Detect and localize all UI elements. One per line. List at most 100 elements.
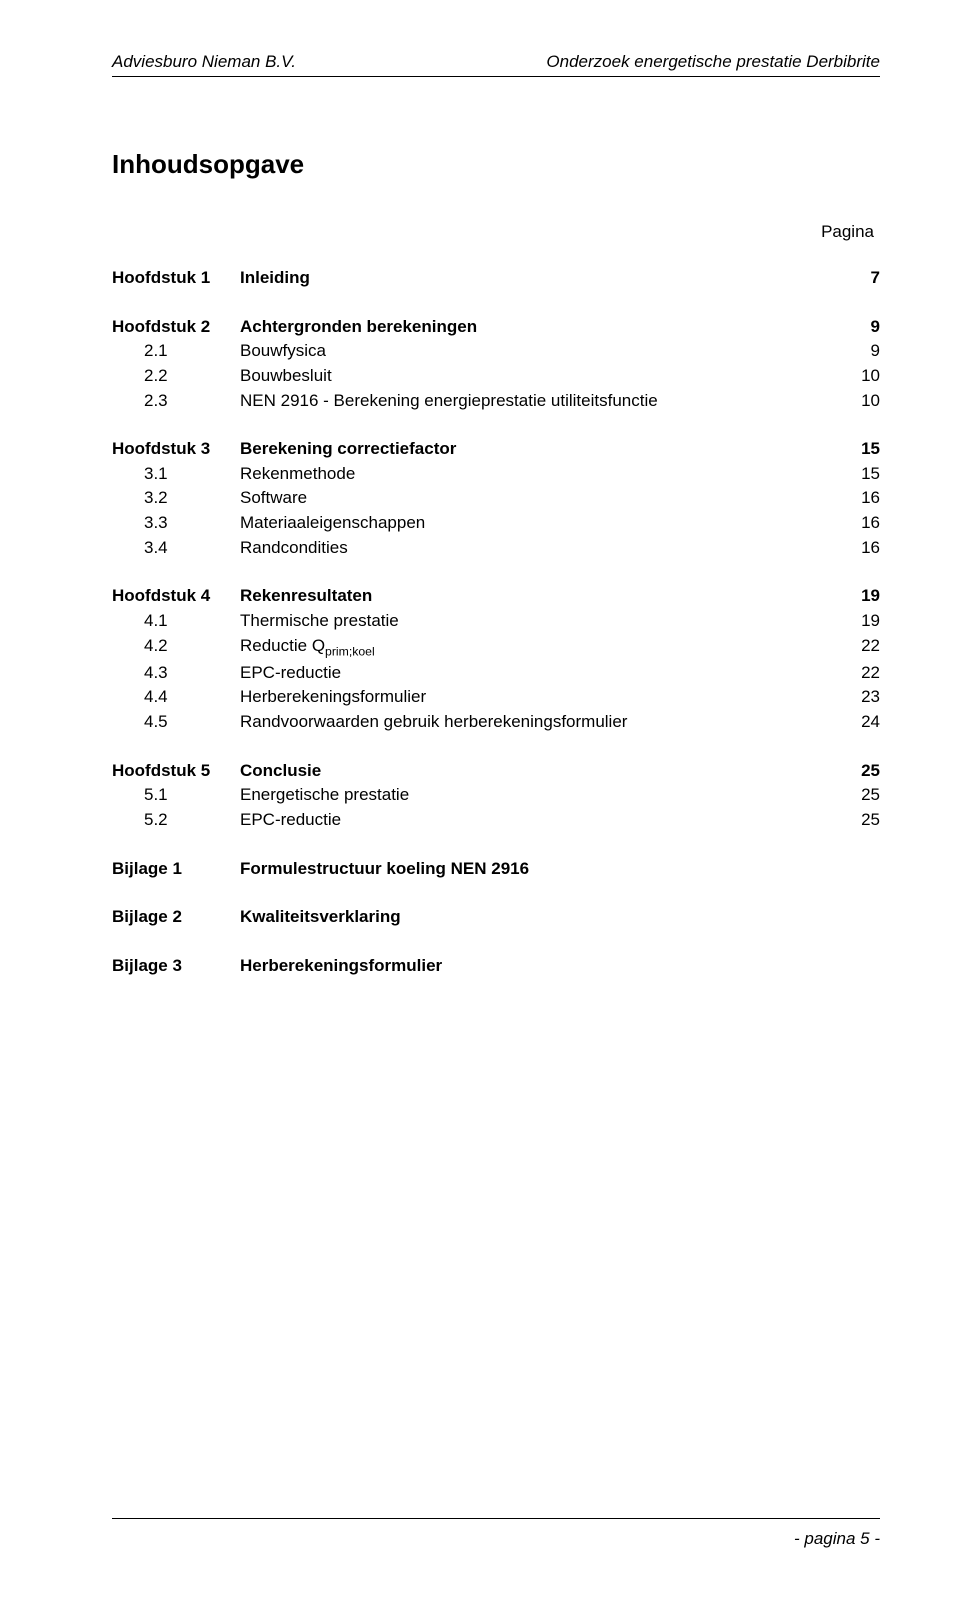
toc-sub-row: 2.1Bouwfysica9 bbox=[112, 339, 880, 364]
toc-label: Software bbox=[240, 486, 832, 511]
toc-page: 22 bbox=[832, 661, 880, 686]
pagina-column-label: Pagina bbox=[112, 222, 880, 242]
toc-sub-row: 4.5Randvoorwaarden gebruik herberekening… bbox=[112, 710, 880, 735]
toc-page: 9 bbox=[832, 339, 880, 364]
toc-sub-row: 2.3NEN 2916 - Berekening energieprestati… bbox=[112, 389, 880, 414]
toc-label: Inleiding bbox=[240, 266, 832, 291]
table-of-contents: Hoofdstuk 1Inleiding7 Hoofdstuk 2Achtergr… bbox=[112, 266, 880, 979]
toc-chapter-row: Hoofdstuk 3Berekening correctiefactor15 bbox=[112, 437, 880, 462]
toc-label: Bouwbesluit bbox=[240, 364, 832, 389]
header-left: Adviesburo Nieman B.V. bbox=[112, 52, 296, 72]
toc-chapter-row: Hoofdstuk 2Achtergronden berekeningen9 bbox=[112, 315, 880, 340]
toc-chapter-row: Hoofdstuk 4Rekenresultaten19 bbox=[112, 584, 880, 609]
toc-number: Hoofdstuk 3 bbox=[112, 437, 240, 462]
toc-chapter-row: Bijlage 2Kwaliteitsverklaring bbox=[112, 905, 880, 930]
toc-label: Herberekeningsformulier bbox=[240, 685, 832, 710]
toc-label: Kwaliteitsverklaring bbox=[240, 905, 832, 930]
toc-label: Achtergronden berekeningen bbox=[240, 315, 832, 340]
toc-chapter-row: Hoofdstuk 1Inleiding7 bbox=[112, 266, 880, 291]
toc-page: 16 bbox=[832, 486, 880, 511]
toc-page: 25 bbox=[832, 808, 880, 833]
toc-number: Bijlage 1 bbox=[112, 857, 240, 882]
toc-block: Hoofdstuk 1Inleiding7 bbox=[112, 266, 880, 291]
header-rule bbox=[112, 76, 880, 77]
toc-chapter-row: Hoofdstuk 5Conclusie25 bbox=[112, 759, 880, 784]
toc-label: Randcondities bbox=[240, 536, 832, 561]
toc-chapter-row: Bijlage 3Herberekeningsformulier bbox=[112, 954, 880, 979]
toc-sub-row: 3.2Software16 bbox=[112, 486, 880, 511]
toc-page: 15 bbox=[832, 462, 880, 487]
bijlage-block: Bijlage 1Formulestructuur koeling NEN 29… bbox=[112, 857, 880, 979]
toc-number: 3.3 bbox=[112, 511, 240, 536]
toc-number: 4.1 bbox=[112, 609, 240, 634]
toc-number: 3.1 bbox=[112, 462, 240, 487]
toc-page: 25 bbox=[832, 759, 880, 784]
toc-number: Bijlage 2 bbox=[112, 905, 240, 930]
toc-number: 3.2 bbox=[112, 486, 240, 511]
toc-sub-row: 5.1Energetische prestatie25 bbox=[112, 783, 880, 808]
toc-number: 5.1 bbox=[112, 783, 240, 808]
toc-label: Berekening correctiefactor bbox=[240, 437, 832, 462]
toc-label: Reductie Qprim;koel bbox=[240, 634, 832, 661]
page-title: Inhoudsopgave bbox=[112, 149, 880, 180]
footer-page-number: - pagina 5 - bbox=[794, 1529, 880, 1549]
toc-number: 2.3 bbox=[112, 389, 240, 414]
toc-number: 2.1 bbox=[112, 339, 240, 364]
toc-block: Hoofdstuk 2Achtergronden berekeningen92.… bbox=[112, 315, 880, 414]
toc-label: Herberekeningsformulier bbox=[240, 954, 832, 979]
footer-rule bbox=[112, 1518, 880, 1519]
toc-sub-row: 4.2Reductie Qprim;koel22 bbox=[112, 634, 880, 661]
page: Adviesburo Nieman B.V. Onderzoek energet… bbox=[0, 0, 960, 1597]
header-right: Onderzoek energetische prestatie Derbibr… bbox=[546, 52, 880, 72]
toc-number: Hoofdstuk 4 bbox=[112, 584, 240, 609]
toc-number: 3.4 bbox=[112, 536, 240, 561]
toc-label: Thermische prestatie bbox=[240, 609, 832, 634]
toc-sub-row: 4.1Thermische prestatie19 bbox=[112, 609, 880, 634]
toc-number: 4.3 bbox=[112, 661, 240, 686]
toc-sub-row: 4.3EPC-reductie22 bbox=[112, 661, 880, 686]
toc-label: EPC-reductie bbox=[240, 808, 832, 833]
toc-label: EPC-reductie bbox=[240, 661, 832, 686]
toc-label: NEN 2916 - Berekening energieprestatie u… bbox=[240, 389, 832, 414]
toc-number: Hoofdstuk 2 bbox=[112, 315, 240, 340]
toc-number: 4.5 bbox=[112, 710, 240, 735]
toc-sub-row: 3.3Materiaaleigenschappen16 bbox=[112, 511, 880, 536]
toc-block: Hoofdstuk 4Rekenresultaten194.1Thermisch… bbox=[112, 584, 880, 734]
toc-label: Rekenresultaten bbox=[240, 584, 832, 609]
toc-page: 16 bbox=[832, 511, 880, 536]
toc-label: Rekenmethode bbox=[240, 462, 832, 487]
toc-sub-row: 3.4Randcondities16 bbox=[112, 536, 880, 561]
toc-block: Hoofdstuk 3Berekening correctiefactor153… bbox=[112, 437, 880, 560]
toc-sub-row: 5.2EPC-reductie25 bbox=[112, 808, 880, 833]
toc-page: 10 bbox=[832, 364, 880, 389]
toc-page: 22 bbox=[832, 634, 880, 659]
toc-page: 19 bbox=[832, 609, 880, 634]
toc-number: Hoofdstuk 5 bbox=[112, 759, 240, 784]
toc-page: 10 bbox=[832, 389, 880, 414]
toc-label: Conclusie bbox=[240, 759, 832, 784]
toc-page: 25 bbox=[832, 783, 880, 808]
toc-number: 2.2 bbox=[112, 364, 240, 389]
toc-page: 15 bbox=[832, 437, 880, 462]
toc-sub-row: 4.4Herberekeningsformulier23 bbox=[112, 685, 880, 710]
toc-sub-row: 2.2Bouwbesluit10 bbox=[112, 364, 880, 389]
toc-chapter-row: Bijlage 1Formulestructuur koeling NEN 29… bbox=[112, 857, 880, 882]
toc-number: 4.2 bbox=[112, 634, 240, 659]
toc-page: 9 bbox=[832, 315, 880, 340]
toc-number: Hoofdstuk 1 bbox=[112, 266, 240, 291]
toc-label: Energetische prestatie bbox=[240, 783, 832, 808]
toc-label: Materiaaleigenschappen bbox=[240, 511, 832, 536]
toc-sub-row: 3.1Rekenmethode15 bbox=[112, 462, 880, 487]
toc-label: Bouwfysica bbox=[240, 339, 832, 364]
toc-page: 7 bbox=[832, 266, 880, 291]
toc-block: Hoofdstuk 5Conclusie255.1Energetische pr… bbox=[112, 759, 880, 833]
toc-number: 4.4 bbox=[112, 685, 240, 710]
toc-page: 24 bbox=[832, 710, 880, 735]
toc-label: Formulestructuur koeling NEN 2916 bbox=[240, 857, 832, 882]
toc-number: 5.2 bbox=[112, 808, 240, 833]
toc-page: 23 bbox=[832, 685, 880, 710]
page-header: Adviesburo Nieman B.V. Onderzoek energet… bbox=[112, 52, 880, 72]
toc-label: Randvoorwaarden gebruik herberekeningsfo… bbox=[240, 710, 832, 735]
toc-number: Bijlage 3 bbox=[112, 954, 240, 979]
toc-page: 19 bbox=[832, 584, 880, 609]
